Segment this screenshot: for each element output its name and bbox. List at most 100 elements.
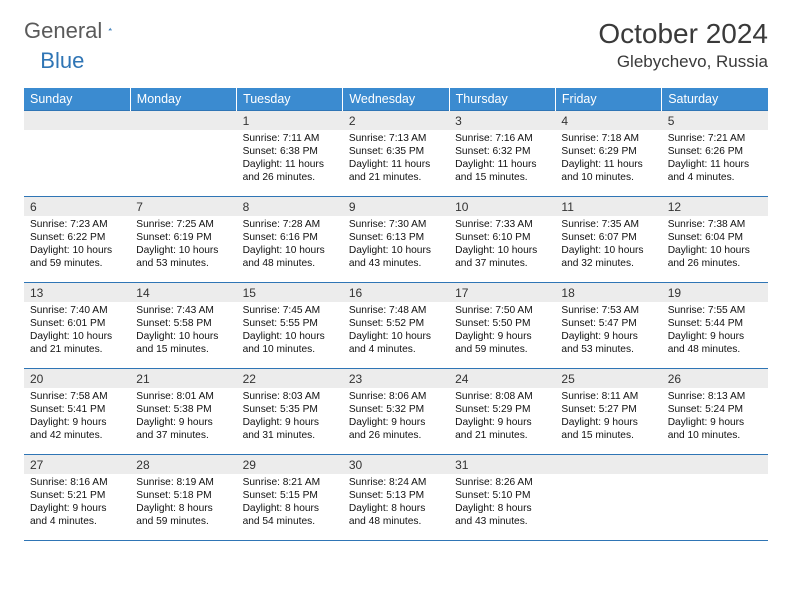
day-number: 26 (662, 369, 768, 388)
calendar-day-cell: 15Sunrise: 7:45 AMSunset: 5:55 PMDayligh… (237, 283, 343, 369)
calendar-day-cell: 27Sunrise: 8:16 AMSunset: 5:21 PMDayligh… (24, 455, 130, 541)
calendar-day-cell: 10Sunrise: 7:33 AMSunset: 6:10 PMDayligh… (449, 197, 555, 283)
day-number: 18 (555, 283, 661, 302)
day-number: 23 (343, 369, 449, 388)
day-number: 3 (449, 111, 555, 130)
calendar-day-cell: 3Sunrise: 7:16 AMSunset: 6:32 PMDaylight… (449, 111, 555, 197)
weekday-header: Sunday (24, 88, 130, 111)
calendar-empty-cell (555, 455, 661, 541)
logo-text-2: Blue (40, 48, 84, 74)
day-details: Sunrise: 8:24 AMSunset: 5:13 PMDaylight:… (343, 474, 449, 532)
calendar-body: 1Sunrise: 7:11 AMSunset: 6:38 PMDaylight… (24, 111, 768, 541)
day-details: Sunrise: 7:48 AMSunset: 5:52 PMDaylight:… (343, 302, 449, 360)
calendar-day-cell: 17Sunrise: 7:50 AMSunset: 5:50 PMDayligh… (449, 283, 555, 369)
day-number: 29 (237, 455, 343, 474)
day-details: Sunrise: 7:16 AMSunset: 6:32 PMDaylight:… (449, 130, 555, 188)
location-label: Glebychevo, Russia (598, 52, 768, 72)
calendar-day-cell: 4Sunrise: 7:18 AMSunset: 6:29 PMDaylight… (555, 111, 661, 197)
day-details: Sunrise: 7:30 AMSunset: 6:13 PMDaylight:… (343, 216, 449, 274)
day-number: 5 (662, 111, 768, 130)
calendar-day-cell: 5Sunrise: 7:21 AMSunset: 6:26 PMDaylight… (662, 111, 768, 197)
calendar-day-cell: 24Sunrise: 8:08 AMSunset: 5:29 PMDayligh… (449, 369, 555, 455)
day-details: Sunrise: 7:13 AMSunset: 6:35 PMDaylight:… (343, 130, 449, 188)
calendar-week-row: 13Sunrise: 7:40 AMSunset: 6:01 PMDayligh… (24, 283, 768, 369)
day-details: Sunrise: 7:28 AMSunset: 6:16 PMDaylight:… (237, 216, 343, 274)
day-details: Sunrise: 7:18 AMSunset: 6:29 PMDaylight:… (555, 130, 661, 188)
day-number: 17 (449, 283, 555, 302)
calendar-day-cell: 13Sunrise: 7:40 AMSunset: 6:01 PMDayligh… (24, 283, 130, 369)
day-details: Sunrise: 8:26 AMSunset: 5:10 PMDaylight:… (449, 474, 555, 532)
calendar-week-row: 27Sunrise: 8:16 AMSunset: 5:21 PMDayligh… (24, 455, 768, 541)
day-details: Sunrise: 7:45 AMSunset: 5:55 PMDaylight:… (237, 302, 343, 360)
day-number: 16 (343, 283, 449, 302)
day-details: Sunrise: 7:11 AMSunset: 6:38 PMDaylight:… (237, 130, 343, 188)
weekday-header: Thursday (449, 88, 555, 111)
day-number: 14 (130, 283, 236, 302)
day-details: Sunrise: 7:53 AMSunset: 5:47 PMDaylight:… (555, 302, 661, 360)
weekday-header: Tuesday (237, 88, 343, 111)
calendar-day-cell: 12Sunrise: 7:38 AMSunset: 6:04 PMDayligh… (662, 197, 768, 283)
day-details: Sunrise: 7:50 AMSunset: 5:50 PMDaylight:… (449, 302, 555, 360)
day-number: 4 (555, 111, 661, 130)
logo-sail-icon (108, 19, 112, 39)
day-details: Sunrise: 8:13 AMSunset: 5:24 PMDaylight:… (662, 388, 768, 446)
day-details: Sunrise: 8:03 AMSunset: 5:35 PMDaylight:… (237, 388, 343, 446)
day-details: Sunrise: 8:11 AMSunset: 5:27 PMDaylight:… (555, 388, 661, 446)
calendar-empty-cell (662, 455, 768, 541)
month-title: October 2024 (598, 18, 768, 50)
day-details: Sunrise: 7:35 AMSunset: 6:07 PMDaylight:… (555, 216, 661, 274)
calendar-week-row: 20Sunrise: 7:58 AMSunset: 5:41 PMDayligh… (24, 369, 768, 455)
day-number: 6 (24, 197, 130, 216)
day-details: Sunrise: 7:58 AMSunset: 5:41 PMDaylight:… (24, 388, 130, 446)
day-details: Sunrise: 8:16 AMSunset: 5:21 PMDaylight:… (24, 474, 130, 532)
calendar-day-cell: 25Sunrise: 8:11 AMSunset: 5:27 PMDayligh… (555, 369, 661, 455)
day-number: 11 (555, 197, 661, 216)
calendar-day-cell: 26Sunrise: 8:13 AMSunset: 5:24 PMDayligh… (662, 369, 768, 455)
day-details: Sunrise: 7:21 AMSunset: 6:26 PMDaylight:… (662, 130, 768, 188)
day-details: Sunrise: 8:01 AMSunset: 5:38 PMDaylight:… (130, 388, 236, 446)
calendar-day-cell: 14Sunrise: 7:43 AMSunset: 5:58 PMDayligh… (130, 283, 236, 369)
day-number: 2 (343, 111, 449, 130)
weekday-header: Saturday (662, 88, 768, 111)
day-number: 22 (237, 369, 343, 388)
day-details: Sunrise: 8:21 AMSunset: 5:15 PMDaylight:… (237, 474, 343, 532)
day-number: 13 (24, 283, 130, 302)
day-details: Sunrise: 8:19 AMSunset: 5:18 PMDaylight:… (130, 474, 236, 532)
day-number: 7 (130, 197, 236, 216)
day-number: 15 (237, 283, 343, 302)
calendar-day-cell: 28Sunrise: 8:19 AMSunset: 5:18 PMDayligh… (130, 455, 236, 541)
day-details: Sunrise: 7:40 AMSunset: 6:01 PMDaylight:… (24, 302, 130, 360)
day-details: Sunrise: 8:08 AMSunset: 5:29 PMDaylight:… (449, 388, 555, 446)
calendar-day-cell: 6Sunrise: 7:23 AMSunset: 6:22 PMDaylight… (24, 197, 130, 283)
calendar-day-cell: 16Sunrise: 7:48 AMSunset: 5:52 PMDayligh… (343, 283, 449, 369)
calendar-week-row: 6Sunrise: 7:23 AMSunset: 6:22 PMDaylight… (24, 197, 768, 283)
weekday-header: Wednesday (343, 88, 449, 111)
calendar-day-cell: 11Sunrise: 7:35 AMSunset: 6:07 PMDayligh… (555, 197, 661, 283)
day-number-empty (130, 111, 236, 130)
day-number: 27 (24, 455, 130, 474)
day-details: Sunrise: 7:25 AMSunset: 6:19 PMDaylight:… (130, 216, 236, 274)
calendar-day-cell: 1Sunrise: 7:11 AMSunset: 6:38 PMDaylight… (237, 111, 343, 197)
day-number: 8 (237, 197, 343, 216)
day-number-empty (662, 455, 768, 474)
day-details: Sunrise: 7:43 AMSunset: 5:58 PMDaylight:… (130, 302, 236, 360)
calendar-empty-cell (130, 111, 236, 197)
calendar-day-cell: 9Sunrise: 7:30 AMSunset: 6:13 PMDaylight… (343, 197, 449, 283)
calendar-day-cell: 21Sunrise: 8:01 AMSunset: 5:38 PMDayligh… (130, 369, 236, 455)
calendar-day-cell: 23Sunrise: 8:06 AMSunset: 5:32 PMDayligh… (343, 369, 449, 455)
day-number: 1 (237, 111, 343, 130)
calendar-table: SundayMondayTuesdayWednesdayThursdayFrid… (24, 88, 768, 541)
calendar-day-cell: 2Sunrise: 7:13 AMSunset: 6:35 PMDaylight… (343, 111, 449, 197)
calendar-day-cell: 18Sunrise: 7:53 AMSunset: 5:47 PMDayligh… (555, 283, 661, 369)
day-number: 12 (662, 197, 768, 216)
day-number: 19 (662, 283, 768, 302)
day-number: 21 (130, 369, 236, 388)
day-number: 25 (555, 369, 661, 388)
day-number-empty (555, 455, 661, 474)
calendar-day-cell: 7Sunrise: 7:25 AMSunset: 6:19 PMDaylight… (130, 197, 236, 283)
calendar-day-cell: 29Sunrise: 8:21 AMSunset: 5:15 PMDayligh… (237, 455, 343, 541)
weekday-header: Monday (130, 88, 236, 111)
calendar-day-cell: 20Sunrise: 7:58 AMSunset: 5:41 PMDayligh… (24, 369, 130, 455)
day-number: 9 (343, 197, 449, 216)
day-number-empty (24, 111, 130, 130)
